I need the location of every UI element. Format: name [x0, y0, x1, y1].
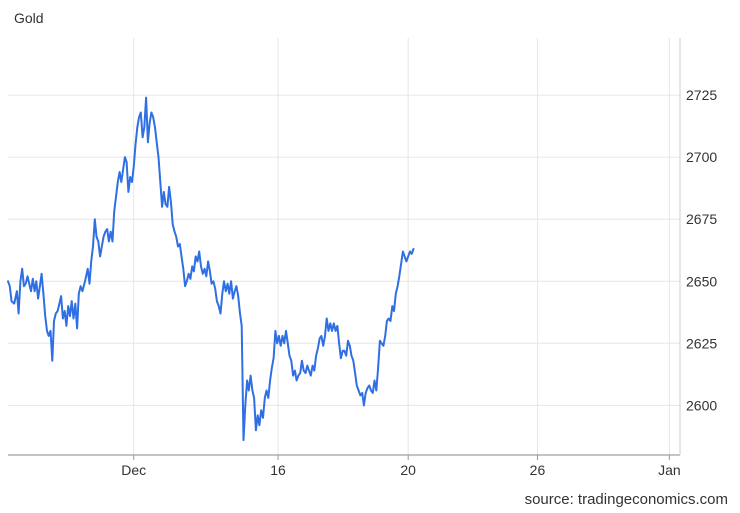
series-line	[7, 96, 415, 442]
grid-lines	[8, 38, 680, 455]
y-tick-label: 2625	[686, 335, 717, 351]
chart-title: Gold	[14, 10, 44, 26]
y-tick-label: 2725	[686, 87, 717, 103]
x-tick-label: Dec	[121, 462, 146, 478]
axes	[8, 38, 681, 460]
y-tick-label: 2700	[686, 149, 717, 165]
series-line-layer	[7, 96, 415, 442]
x-tick-label: 26	[530, 462, 546, 478]
x-tick-label: Jan	[658, 462, 681, 478]
tick-labels: 2600 2625 2650 2675 2700 2725 Dec 16 20 26 Jan	[121, 87, 717, 478]
chart-source: source: tradingeconomics.com	[524, 491, 728, 508]
x-tick-label: 16	[270, 462, 286, 478]
x-tick-label: 20	[400, 462, 416, 478]
y-tick-label: 2650	[686, 273, 717, 289]
y-tick-label: 2675	[686, 211, 717, 227]
y-tick-label: 2600	[686, 397, 717, 413]
